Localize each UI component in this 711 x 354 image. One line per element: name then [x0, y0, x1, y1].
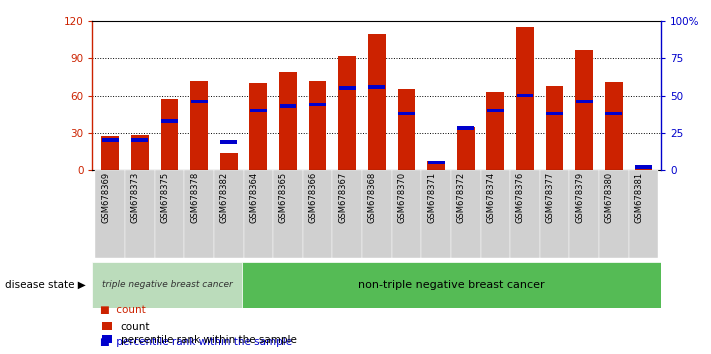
Bar	[161, 119, 178, 123]
Text: triple negative breast cancer: triple negative breast cancer	[102, 280, 232, 290]
Bar	[191, 100, 208, 103]
Text: GSM678369: GSM678369	[101, 172, 110, 223]
Text: GSM678375: GSM678375	[161, 172, 169, 223]
Bar	[368, 85, 385, 88]
Text: GSM678365: GSM678365	[279, 172, 288, 223]
Bar	[362, 170, 392, 258]
Bar	[191, 81, 208, 170]
Bar	[605, 82, 623, 170]
Text: GSM678380: GSM678380	[605, 172, 614, 223]
Bar	[102, 138, 119, 142]
Legend: count, percentile rank within the sample: count, percentile rank within the sample	[97, 317, 301, 349]
Bar	[214, 170, 243, 258]
Bar	[635, 165, 652, 169]
Bar	[303, 170, 332, 258]
Bar	[599, 170, 629, 258]
Bar	[242, 262, 661, 308]
Text: ■  percentile rank within the sample: ■ percentile rank within the sample	[100, 337, 292, 347]
Bar	[605, 112, 622, 115]
Text: GSM678381: GSM678381	[634, 172, 643, 223]
Bar	[457, 126, 474, 130]
Bar	[486, 92, 504, 170]
Bar	[575, 50, 593, 170]
Text: GSM678367: GSM678367	[338, 172, 347, 223]
Text: GSM678372: GSM678372	[456, 172, 466, 223]
Bar	[338, 86, 356, 90]
Bar	[309, 103, 326, 106]
Text: GSM678379: GSM678379	[575, 172, 584, 223]
Bar	[184, 170, 214, 258]
Bar	[132, 138, 149, 142]
Bar	[101, 136, 119, 170]
Text: GSM678364: GSM678364	[250, 172, 258, 223]
Text: GSM678374: GSM678374	[486, 172, 496, 223]
Bar	[510, 170, 540, 258]
Bar	[451, 170, 481, 258]
Bar	[250, 109, 267, 112]
Text: ■  count: ■ count	[100, 305, 145, 315]
Text: GSM678371: GSM678371	[427, 172, 436, 223]
Bar	[570, 170, 599, 258]
Bar	[92, 262, 242, 308]
Text: GSM678378: GSM678378	[190, 172, 199, 223]
Bar	[629, 170, 658, 258]
Text: GSM678370: GSM678370	[397, 172, 407, 223]
Bar	[161, 99, 178, 170]
Bar	[487, 109, 504, 112]
Bar	[546, 86, 563, 170]
Bar	[220, 153, 237, 170]
Bar	[481, 170, 510, 258]
Text: GSM678368: GSM678368	[368, 172, 377, 223]
Bar	[220, 140, 237, 143]
Bar	[398, 112, 415, 115]
Bar	[397, 89, 415, 170]
Bar	[456, 127, 474, 170]
Bar	[546, 112, 563, 115]
Bar	[427, 161, 444, 164]
Text: GSM678382: GSM678382	[220, 172, 229, 223]
Text: GSM678373: GSM678373	[131, 172, 140, 223]
Bar	[273, 170, 303, 258]
Text: GSM678377: GSM678377	[545, 172, 555, 223]
Bar	[516, 94, 533, 97]
Bar	[250, 83, 267, 170]
Bar	[125, 170, 154, 258]
Bar	[427, 161, 445, 170]
Bar	[309, 81, 326, 170]
Bar	[95, 170, 125, 258]
Bar	[131, 135, 149, 170]
Text: GSM678376: GSM678376	[516, 172, 525, 223]
Bar	[279, 104, 296, 108]
Bar	[540, 170, 570, 258]
Bar	[392, 170, 421, 258]
Bar	[154, 170, 184, 258]
Bar	[332, 170, 362, 258]
Bar	[338, 56, 356, 170]
Bar	[516, 28, 534, 170]
Text: GSM678366: GSM678366	[309, 172, 318, 223]
Bar	[634, 167, 653, 170]
Bar	[279, 72, 297, 170]
Text: disease state ▶: disease state ▶	[4, 280, 85, 290]
Bar	[368, 34, 385, 170]
Text: non-triple negative breast cancer: non-triple negative breast cancer	[358, 280, 545, 290]
Bar	[421, 170, 451, 258]
Bar	[243, 170, 273, 258]
Bar	[576, 100, 593, 103]
